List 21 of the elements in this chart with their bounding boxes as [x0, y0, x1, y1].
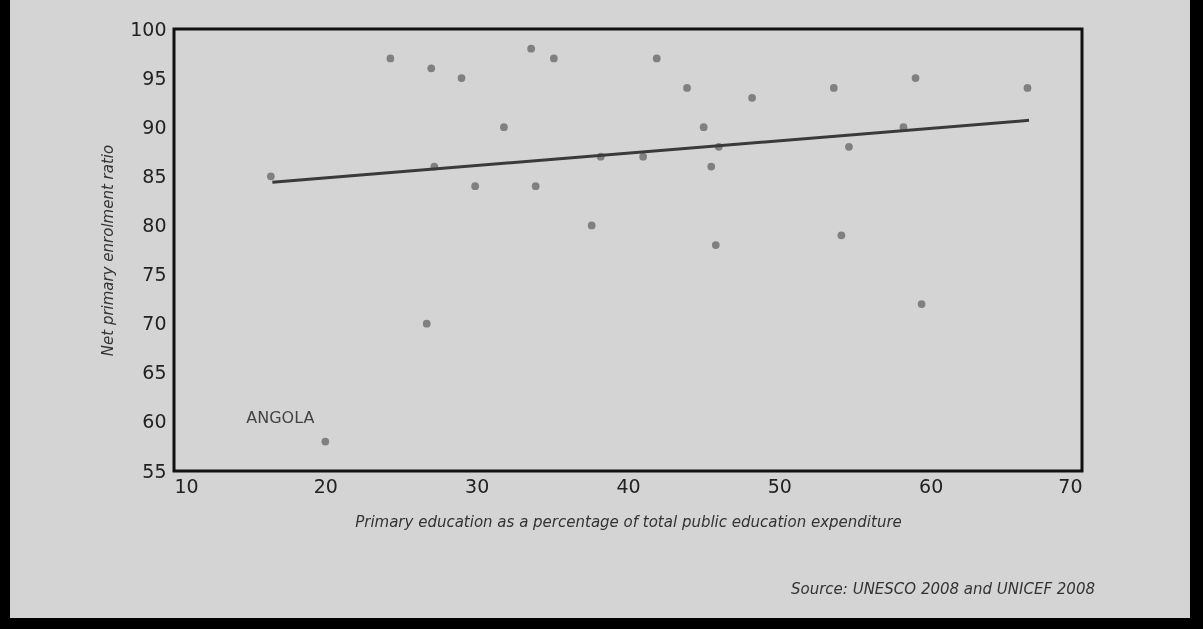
x-tick-label: 60	[919, 474, 944, 497]
y-tick-label: 90	[142, 115, 167, 138]
x-tick-label: 30	[465, 474, 490, 497]
x-tick-label: 20	[313, 474, 338, 497]
y-tick-label: 65	[142, 361, 167, 384]
x-tick-label: 10	[174, 474, 199, 497]
x-axis-title: Primary education as a percentage of total public education expenditure	[355, 512, 902, 531]
y-axis-title: Net primary enrolment ratio	[99, 144, 118, 357]
y-tick-label: 100	[130, 17, 167, 40]
y-tick-label: 55	[142, 459, 167, 482]
y-tick-label: 95	[142, 66, 167, 89]
x-tick-label: 70	[1058, 474, 1083, 497]
x-tick-label: 50	[767, 474, 792, 497]
y-tick-label: 70	[142, 312, 167, 335]
annotation: ANGOLA	[246, 407, 315, 427]
x-tick-label: 40	[616, 474, 641, 497]
y-tick-label: 60	[142, 410, 167, 433]
y-tick-label: 85	[142, 164, 167, 187]
y-tick-label: 80	[142, 213, 167, 236]
source-note: Source: UNESCO 2008 and UNICEF 2008	[791, 580, 1095, 598]
y-tick-label: 75	[142, 263, 167, 286]
